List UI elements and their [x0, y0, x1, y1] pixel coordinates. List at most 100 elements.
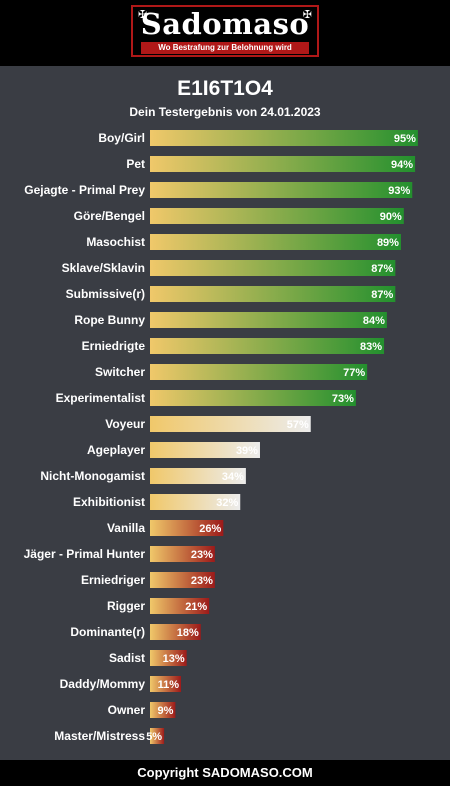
category-label: Dominante(r)	[70, 625, 145, 639]
bar	[150, 312, 387, 328]
bar-row: Vanilla 26%	[107, 520, 224, 536]
value-label: 57%	[287, 419, 309, 431]
category-label: Exhibitionist	[73, 495, 145, 509]
result-subtitle: Dein Testergebnis von 24.01.2023	[129, 105, 321, 119]
value-label: 83%	[360, 341, 382, 353]
bar	[150, 468, 246, 484]
category-label: Master/Mistress	[54, 729, 145, 743]
bar	[150, 260, 396, 276]
value-label: 90%	[380, 211, 402, 223]
logo-text: Sadomaso	[140, 7, 310, 41]
value-label: 9%	[157, 705, 173, 717]
result-title: E1I6T1O4	[177, 77, 273, 100]
site-logo[interactable]: ✠ ✠ Sadomaso Wo Bestrafung zur Belohnung…	[131, 5, 319, 57]
fleur-icon: ✠	[138, 9, 148, 21]
category-label: Owner	[108, 703, 146, 717]
value-label: 93%	[388, 185, 410, 197]
category-label: Ageplayer	[87, 443, 145, 457]
bar-row: Pet 94%	[126, 156, 416, 172]
value-label: 11%	[158, 679, 180, 691]
bar-row: Daddy/Mommy 11%	[60, 676, 182, 692]
bar-row: Experimentalist 73%	[56, 390, 356, 406]
bar	[150, 572, 215, 588]
category-label: Erniedrigte	[82, 339, 146, 353]
category-label: Switcher	[95, 365, 145, 379]
value-label: 87%	[371, 289, 393, 301]
value-label: 32%	[216, 497, 238, 509]
category-label: Göre/Bengel	[74, 209, 145, 223]
bar-row: Owner 9%	[108, 702, 176, 718]
category-label: Sklave/Sklavin	[62, 261, 145, 275]
bar	[150, 208, 404, 224]
bar	[150, 598, 210, 614]
bar	[150, 286, 396, 302]
value-label: 18%	[177, 627, 199, 639]
category-label: Jäger - Primal Hunter	[24, 547, 146, 561]
category-label: Experimentalist	[56, 391, 145, 405]
result-bar-chart: Boy/Girl 95% Pet 94% Gejagte - Primal Prey 93…	[24, 130, 418, 744]
bar-row: Gejagte - Primal Prey 93%	[24, 182, 413, 198]
category-label: Nicht-Monogamist	[40, 469, 145, 483]
value-label: 73%	[332, 393, 354, 405]
value-label: 89%	[377, 237, 399, 249]
bar-row: Boy/Girl 95%	[98, 130, 418, 146]
bar	[150, 676, 182, 692]
bar	[150, 650, 187, 666]
value-label: 87%	[371, 263, 393, 275]
bar-row: Masochist 89%	[86, 234, 401, 250]
bar	[150, 728, 165, 744]
bar-row: Rope Bunny 84%	[74, 312, 387, 328]
category-label: Erniedriger	[81, 573, 145, 587]
value-label: 26%	[199, 523, 221, 535]
bar-row: Submissive(r) 87%	[66, 286, 396, 302]
value-label: 21%	[185, 601, 207, 613]
bar	[150, 624, 201, 640]
value-label: 34%	[222, 471, 244, 483]
bar	[150, 442, 260, 458]
bar-row: Göre/Bengel 90%	[74, 208, 404, 224]
bar-row: Exhibitionist 32%	[73, 494, 241, 510]
value-label: 39%	[236, 445, 258, 457]
category-label: Boy/Girl	[98, 131, 145, 145]
copyright-footer: Copyright SADOMASO.COM	[0, 760, 450, 786]
bar	[150, 494, 241, 510]
bar	[150, 416, 311, 432]
bar-row: Rigger 21%	[107, 598, 210, 614]
category-label: Masochist	[86, 235, 145, 249]
bar	[150, 182, 413, 198]
bar	[150, 520, 224, 536]
value-label: 84%	[363, 315, 385, 327]
category-label: Gejagte - Primal Prey	[24, 183, 145, 197]
bar-row: Erniedrigte 83%	[82, 338, 385, 354]
bar-row: Master/Mistress 5%	[54, 728, 165, 744]
category-label: Submissive(r)	[66, 287, 145, 301]
value-label: 23%	[191, 575, 213, 587]
bar-row: Dominante(r) 18%	[70, 624, 201, 640]
value-label: 5%	[146, 731, 162, 743]
value-label: 77%	[343, 367, 365, 379]
category-label: Daddy/Mommy	[60, 677, 146, 691]
logo-tagline: Wo Bestrafung zur Belohnung wird	[141, 42, 309, 54]
bar	[150, 390, 356, 406]
bar-row: Jäger - Primal Hunter 23%	[24, 546, 215, 562]
value-label: 23%	[191, 549, 213, 561]
category-label: Voyeur	[105, 417, 145, 431]
bar	[150, 702, 176, 718]
bar-row: Sadist 13%	[109, 650, 187, 666]
category-label: Rigger	[107, 599, 145, 613]
bar-row: Switcher 77%	[95, 364, 368, 380]
category-label: Pet	[126, 157, 145, 171]
bar	[150, 156, 416, 172]
category-label: Sadist	[109, 651, 145, 665]
bar-row: Erniedriger 23%	[81, 572, 215, 588]
fleur-icon: ✠	[302, 9, 312, 21]
bar	[150, 130, 418, 146]
value-label: 13%	[163, 653, 185, 665]
value-label: 94%	[391, 159, 413, 171]
category-label: Vanilla	[107, 521, 145, 535]
header-bar: ✠ ✠ Sadomaso Wo Bestrafung zur Belohnung…	[0, 0, 450, 66]
bar-row: Ageplayer 39%	[87, 442, 260, 458]
bar	[150, 234, 401, 250]
bar-row: Voyeur 57%	[105, 416, 311, 432]
bar-row: Sklave/Sklavin 87%	[62, 260, 396, 276]
